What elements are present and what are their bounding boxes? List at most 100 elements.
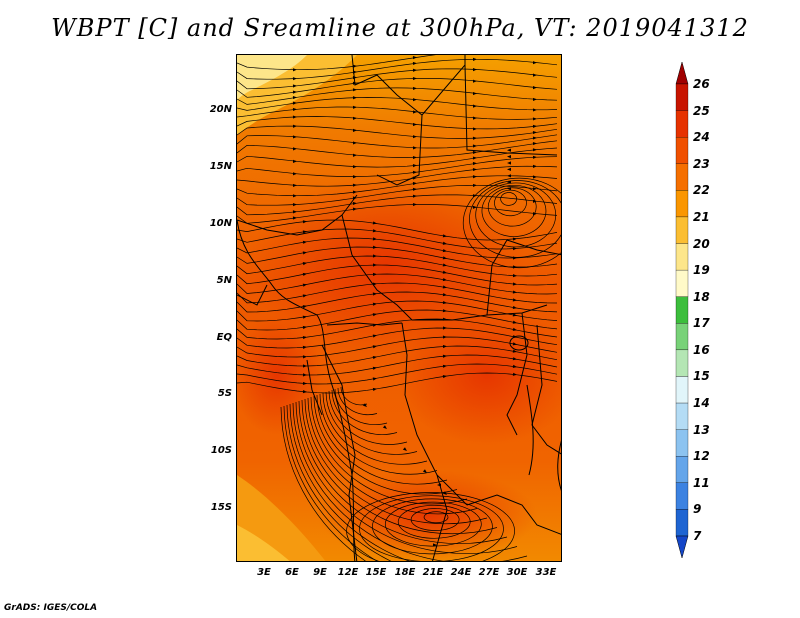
streamline-arrow <box>532 175 537 179</box>
streamline <box>481 184 547 237</box>
streamline-arrow <box>442 234 447 238</box>
streamline-arrow <box>412 187 417 191</box>
streamline <box>313 395 458 495</box>
streamline-arrow <box>507 161 511 165</box>
streamline-arrow <box>292 159 297 163</box>
colorbar-cell <box>675 349 689 377</box>
streamline-arrow <box>372 387 377 392</box>
streamline-arrow <box>372 345 377 349</box>
streamline-arrow <box>442 335 447 339</box>
streamline-arrow <box>302 373 307 377</box>
colorbar-cell <box>675 269 689 297</box>
streamline <box>237 372 558 394</box>
streamline-arrow <box>302 294 307 298</box>
colorbar-cell <box>675 323 689 351</box>
colorbar-cell <box>675 482 689 510</box>
streamline <box>237 78 558 98</box>
streamline <box>500 192 518 206</box>
streamline-arrow <box>372 366 377 370</box>
streamline-arrow <box>352 190 357 194</box>
streamline <box>237 273 558 295</box>
streamline <box>237 97 558 111</box>
streamline-arrow <box>512 265 517 269</box>
streamline-arrow <box>412 181 417 186</box>
colorbar-level-label: 16 <box>693 342 710 357</box>
lon-label-6e: 6E <box>285 567 299 578</box>
streamline-arrow <box>292 77 297 81</box>
streamline <box>475 182 557 248</box>
colorbar-level-label: 7 <box>693 529 702 543</box>
streamline-arrow <box>292 135 297 139</box>
streamline-arrow <box>532 164 537 168</box>
streamline-arrow <box>442 277 447 282</box>
streamline-arrow <box>372 237 377 241</box>
streamline-arrow <box>442 326 447 330</box>
streamline-arrow <box>512 327 517 331</box>
streamline-arrow <box>302 335 307 340</box>
colorbar-level-label: 21 <box>693 209 710 224</box>
streamline-arrow <box>512 364 517 368</box>
colorbar-cell <box>675 110 689 138</box>
streamline-arrow <box>512 290 517 294</box>
streamline-arrow <box>442 491 447 495</box>
streamline <box>410 508 460 531</box>
colorbar-level-label: 18 <box>693 289 710 304</box>
streamline-arrow <box>412 194 417 198</box>
streamline-arrow <box>412 135 417 139</box>
streamline <box>292 402 528 561</box>
map-title: WBPT [C] and Sreamline at 300hPa, VT: 20… <box>51 14 749 42</box>
colorbar-top-triangle <box>675 61 689 85</box>
streamline-arrow <box>512 305 517 310</box>
streamline-arrow <box>472 194 477 198</box>
streamline-arrow <box>472 104 477 108</box>
streamline-arrow <box>412 155 417 160</box>
streamline <box>237 58 558 80</box>
streamline-arrow <box>372 334 377 338</box>
streamline-arrow <box>372 292 377 296</box>
streamline <box>237 156 558 177</box>
streamline-arrow <box>402 447 407 451</box>
streamline-arrow <box>302 325 307 330</box>
streamline-arrow <box>372 313 377 317</box>
streamline-arrow <box>412 122 417 127</box>
lat-label-10s: 10S <box>210 445 232 456</box>
streamline <box>237 237 558 259</box>
streamline <box>237 165 558 187</box>
streamline-arrow <box>472 156 477 160</box>
streamline-arrow <box>472 167 477 172</box>
streamline-arrow <box>532 73 537 77</box>
streamline-arrow <box>352 183 357 187</box>
streamline <box>316 394 448 485</box>
streamline-arrow <box>302 262 307 266</box>
streamline-arrow <box>412 61 417 66</box>
streamline-arrow <box>352 105 357 109</box>
streamline-arrow <box>442 256 447 260</box>
streamline-arrow <box>507 167 511 171</box>
streamline-arrow <box>292 95 297 100</box>
streamline-arrow <box>352 96 357 100</box>
lat-label-eq: EQ <box>216 332 232 343</box>
streamline-arrow <box>507 187 511 191</box>
streamline-arrow <box>472 205 477 209</box>
streamline-arrow <box>302 240 307 244</box>
streamline-arrow <box>302 251 307 255</box>
colorbar-bottom-triangle <box>675 535 689 559</box>
streamline-arrow <box>442 364 447 368</box>
streamline-arrow <box>472 175 477 179</box>
streamline-arrow <box>412 86 417 91</box>
streamline <box>331 389 398 435</box>
streamline-arrow <box>412 76 417 81</box>
streamline-arrow <box>292 84 297 88</box>
streamline-arrow <box>292 147 297 151</box>
streamline-arrow <box>532 124 537 128</box>
streamline-arrow <box>512 298 517 302</box>
colorbar-cell <box>675 296 689 324</box>
streamline <box>237 300 558 322</box>
streamline-arrow <box>422 469 427 473</box>
streamline <box>469 180 561 258</box>
colorbar-cell <box>675 456 689 483</box>
streamline-arrow <box>372 302 377 306</box>
streamline-arrow <box>382 425 387 429</box>
colorbar-cell <box>675 216 689 244</box>
streamline <box>494 189 527 217</box>
